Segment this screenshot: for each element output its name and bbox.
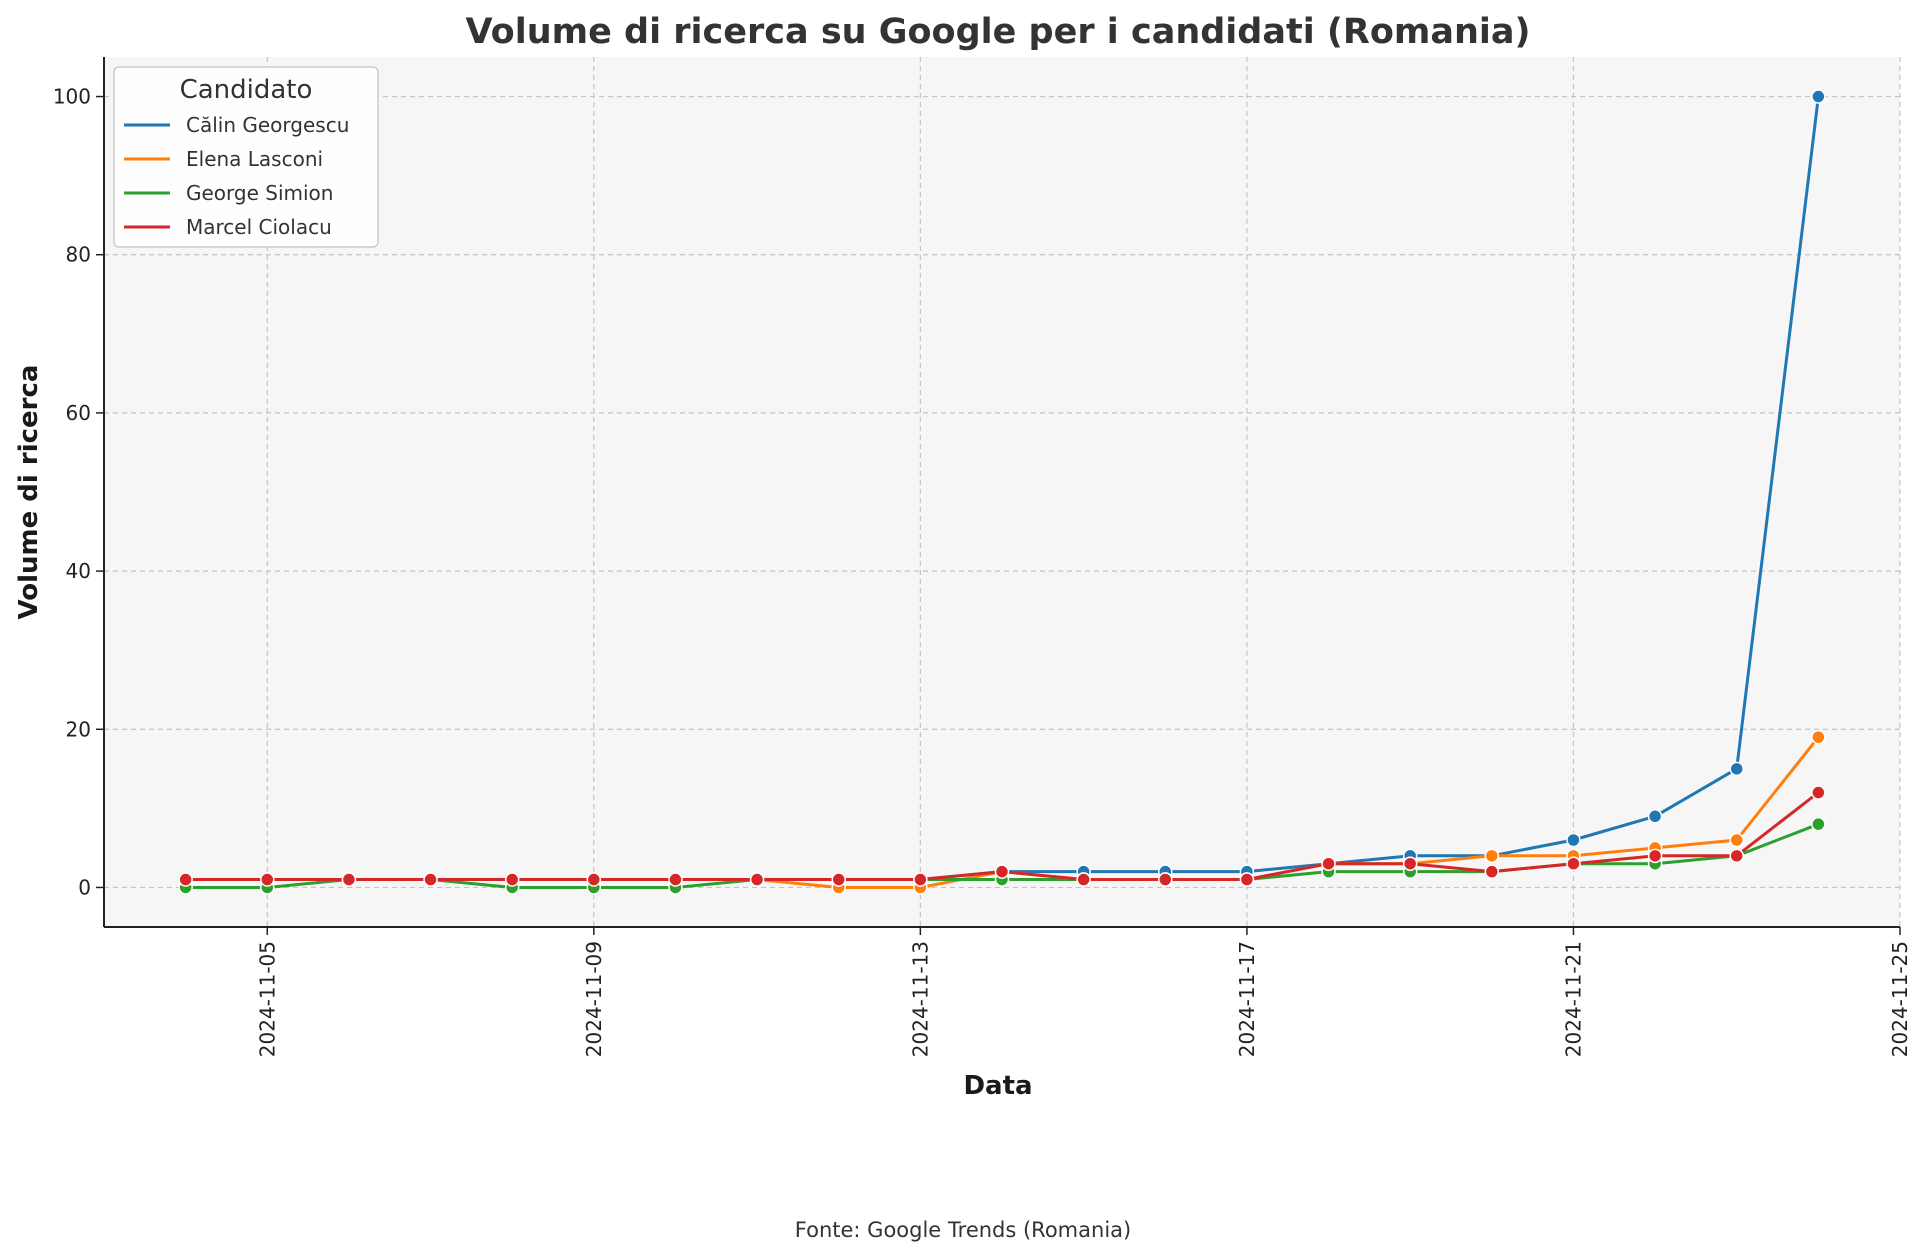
- legend-item: George Simion: [124, 181, 333, 205]
- y-ticks: 0 20 40 60 80 100: [53, 85, 104, 899]
- legend: Candidato Călin Georgescu Elena Lasconi Ge…: [113, 66, 379, 248]
- legend-box: [113, 66, 379, 248]
- x-tick-label: 2024-11-09: [582, 941, 606, 1057]
- y-axis-label: Volume di ricerca: [14, 365, 44, 620]
- legend-label: Călin Georgescu: [186, 113, 349, 137]
- data-point: [423, 872, 438, 887]
- y-tick-label: 80: [66, 243, 91, 267]
- data-point: [504, 872, 520, 887]
- x-tick-label: 2024-11-25: [1888, 941, 1912, 1057]
- legend-item: Elena Lasconi: [124, 147, 323, 171]
- legend-label: Marcel Ciolacu: [186, 215, 332, 239]
- data-point: [1566, 832, 1581, 848]
- data-point: [1484, 864, 1500, 879]
- data-point: [1566, 856, 1581, 871]
- data-point: [1402, 856, 1418, 871]
- series-layer: [178, 89, 1826, 895]
- data-point: [1729, 761, 1744, 777]
- y-tick-label: 60: [66, 401, 91, 425]
- plot-area: [104, 57, 1900, 927]
- x-tick-label: 2024-11-21: [1561, 941, 1585, 1057]
- data-point: [831, 872, 846, 887]
- data-point: [994, 864, 1010, 879]
- y-tick-label: 100: [53, 85, 91, 109]
- data-point: [1239, 872, 1255, 887]
- grid-lines: [104, 57, 1901, 927]
- data-point: [1158, 872, 1173, 887]
- data-point: [178, 872, 193, 887]
- data-point: [1076, 872, 1091, 887]
- data-point: [1484, 848, 1500, 864]
- legend-item: Marcel Ciolacu: [124, 215, 332, 239]
- legend-title: Candidato: [180, 75, 313, 105]
- data-point: [1647, 848, 1663, 864]
- data-point: [1811, 816, 1826, 832]
- legend-label: George Simion: [186, 181, 333, 205]
- data-point: [1729, 848, 1744, 864]
- data-point: [1811, 89, 1826, 104]
- x-axis-label: Data: [963, 1071, 1032, 1101]
- x-tick-label: 2024-11-13: [908, 941, 932, 1057]
- y-tick-label: 20: [66, 717, 91, 741]
- data-point: [1321, 856, 1336, 871]
- y-tick-label: 40: [66, 559, 91, 583]
- data-point: [749, 872, 765, 887]
- legend-items: Călin Georgescu Elena Lasconi George Simio…: [124, 113, 349, 239]
- legend-item: Călin Georgescu: [124, 113, 349, 137]
- y-tick-label: 0: [78, 875, 91, 899]
- series-3: [178, 785, 1826, 887]
- data-point: [1647, 809, 1663, 824]
- x-ticks: 2024-11-05 2024-11-09 2024-11-13 2024-11-17…: [255, 927, 1912, 1057]
- x-tick-label: 2024-11-17: [1235, 941, 1259, 1057]
- data-point: [1729, 832, 1744, 848]
- legend-label: Elena Lasconi: [186, 147, 323, 171]
- data-point: [260, 872, 275, 887]
- x-tick-label: 2024-11-05: [255, 941, 279, 1057]
- data-point: [913, 872, 928, 887]
- data-point: [1811, 729, 1826, 745]
- data-point: [341, 872, 357, 887]
- data-point: [668, 872, 683, 887]
- source-note: Fonte: Google Trends (Romania): [795, 1218, 1131, 1242]
- chart-title: Volume di ricerca su Google per i candid…: [466, 12, 1531, 52]
- data-point: [586, 872, 602, 887]
- data-point: [1811, 785, 1826, 800]
